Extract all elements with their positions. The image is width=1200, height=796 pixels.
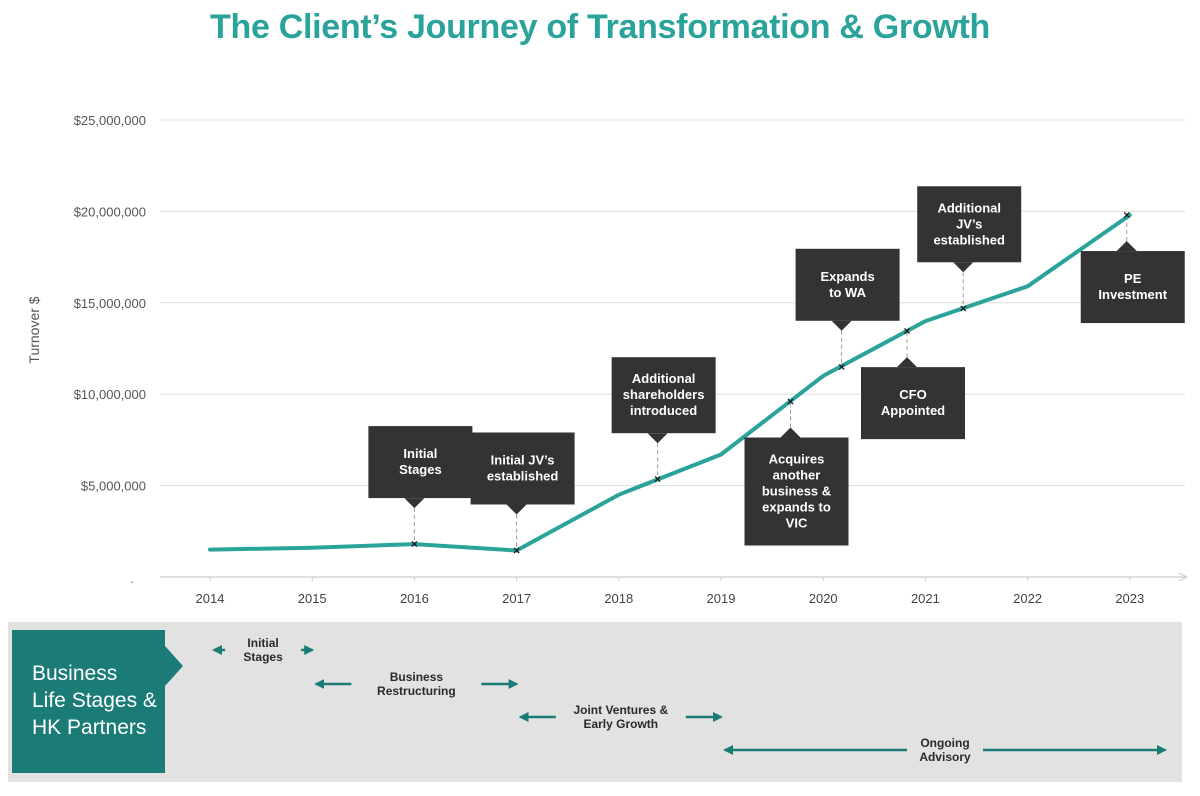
callout-text: to WA — [829, 285, 866, 300]
callout-text: CFO — [899, 387, 926, 402]
stages-title-line: HK Partners — [32, 716, 147, 739]
stages-title-box: Business Life Stages & HK Partners — [12, 630, 165, 773]
callout-pointer — [780, 427, 801, 438]
x-tick-label: 2014 — [196, 591, 225, 606]
x-tick-label: 2016 — [400, 591, 429, 606]
stage-label-line: Advisory — [919, 750, 971, 764]
stage-label-line: Business — [389, 670, 444, 684]
y-tick-label: $10,000,000 — [74, 387, 146, 402]
y-axis-label: Turnover $ — [26, 296, 42, 363]
callout-text: Appointed — [881, 403, 945, 418]
stage-label-line: Ongoing — [920, 736, 970, 750]
y-tick-label: $15,000,000 — [74, 296, 146, 311]
x-tick-label: 2015 — [298, 591, 327, 606]
callout-box — [795, 248, 900, 321]
stage-label-line: Early Growth — [583, 717, 659, 731]
callout-text: Additional — [632, 371, 696, 386]
axes — [160, 572, 1189, 582]
callout-pointer — [953, 262, 974, 273]
tick-labels: $5,000,000 $10,000,000 $15,000,000 $20,000,… — [74, 113, 1145, 606]
x-tick-label: 2019 — [707, 591, 736, 606]
callout-box — [861, 367, 966, 440]
callout-box — [611, 357, 716, 434]
stage-label: Joint Ventures & Early Growth — [556, 703, 686, 731]
stage-label: Initial Stages — [225, 636, 301, 664]
callout-box — [744, 437, 849, 546]
y-tick-label: $5,000,000 — [81, 479, 146, 494]
stage-label: Business Restructuring — [351, 670, 481, 698]
x-tick-label: 2021 — [911, 591, 940, 606]
series-lines — [208, 213, 1132, 553]
data-marker: × — [654, 472, 661, 486]
x-tick-label: 2020 — [809, 591, 838, 606]
callout-text: established — [487, 468, 559, 483]
y-tick-label-zero: . — [130, 572, 133, 586]
callout-text: Acquires — [769, 452, 825, 467]
stages-title-line: Life Stages & — [32, 689, 157, 712]
x-tick-label: 2022 — [1013, 591, 1042, 606]
stage-label-line: Restructuring — [377, 684, 456, 698]
series-line-turnover — [208, 213, 1132, 553]
data-markers: × × × × × × × × — [411, 208, 1130, 557]
callout-pointer — [404, 498, 425, 509]
callout-text: expands to — [762, 500, 831, 515]
callout-text: Additional — [937, 200, 1001, 215]
callout-text: Expands — [821, 269, 875, 284]
callout-pointer — [831, 320, 852, 331]
callout-box — [470, 432, 575, 505]
callout-pointer — [647, 433, 668, 444]
callout-text: Initial — [403, 446, 437, 461]
data-marker: × — [411, 537, 418, 551]
x-tick-label: 2023 — [1115, 591, 1144, 606]
callout-pointer — [506, 504, 527, 515]
x-tick-label: 2017 — [502, 591, 531, 606]
x-axis-arrow — [1178, 572, 1189, 582]
callout-text: PE — [1124, 271, 1142, 286]
callout-text: introduced — [630, 403, 697, 418]
callout-text: VIC — [786, 516, 808, 531]
callout-box — [1080, 251, 1185, 324]
stage-label-line: Initial — [247, 636, 279, 650]
turnover-line-chart: $5,000,000 $10,000,000 $15,000,000 $20,000,… — [26, 113, 1189, 606]
stages-band — [8, 622, 1182, 782]
callout-text: business & — [762, 484, 831, 499]
callout-text: another — [773, 468, 821, 483]
callout-pointer — [1116, 241, 1137, 252]
callout-text: JV’s — [956, 216, 982, 231]
data-marker: × — [1123, 208, 1130, 222]
callout-text: Initial JV’s — [491, 452, 555, 467]
callout-box — [917, 186, 1022, 263]
data-marker: × — [838, 360, 845, 374]
stages-title-line: Business — [32, 662, 118, 685]
callout-box — [368, 426, 473, 499]
callout-text: Investment — [1098, 287, 1167, 302]
data-marker: × — [787, 395, 794, 409]
stage-label-line: Stages — [243, 650, 283, 664]
data-marker: × — [513, 543, 520, 557]
callout-pointer — [897, 357, 918, 368]
stage-label: Ongoing Advisory — [907, 736, 983, 764]
callout-text: shareholders — [623, 387, 705, 402]
y-tick-label: $20,000,000 — [74, 204, 146, 219]
data-marker: × — [960, 301, 967, 315]
page-title: The Client’s Journey of Transformation &… — [210, 8, 990, 46]
stage-label-line: Joint Ventures & — [573, 703, 669, 717]
data-marker: × — [903, 324, 910, 338]
callout-text: Stages — [399, 462, 442, 477]
x-tick-label: 2018 — [604, 591, 633, 606]
stages-title-pointer — [165, 646, 183, 686]
callout-text: established — [933, 232, 1005, 247]
y-tick-label: $25,000,000 — [74, 113, 146, 128]
